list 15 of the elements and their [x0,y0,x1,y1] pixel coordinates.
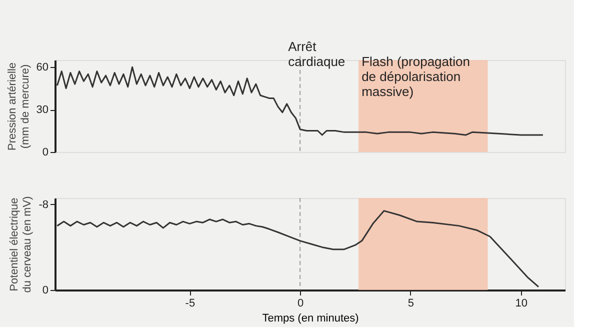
y-axis-title: Potentiel électrique du cerveau (en mV) [8,196,34,293]
y-tick-label: 0 [42,284,48,296]
band-label: Flash (propagation de dépolarisation massive) [362,54,470,99]
y-tick-label: 30 [36,104,48,116]
y-axis-title: Pression artérielle (mm de mercure) [6,62,32,151]
x-tick-label: -5 [185,298,196,310]
x-tick-label: 0 [298,298,304,310]
x-axis-title: Temps (en minutes) [262,312,359,324]
y-tick-label: -8 [38,198,48,211]
line-series [56,210,540,288]
x-tick-label: 5 [408,298,414,310]
y-tick-label: 60 [36,62,48,74]
x-tick-label: 10 [515,298,528,310]
y-tick-label: 0 [42,146,48,158]
ref-line-label: Arrêt cardiaque [288,39,346,69]
